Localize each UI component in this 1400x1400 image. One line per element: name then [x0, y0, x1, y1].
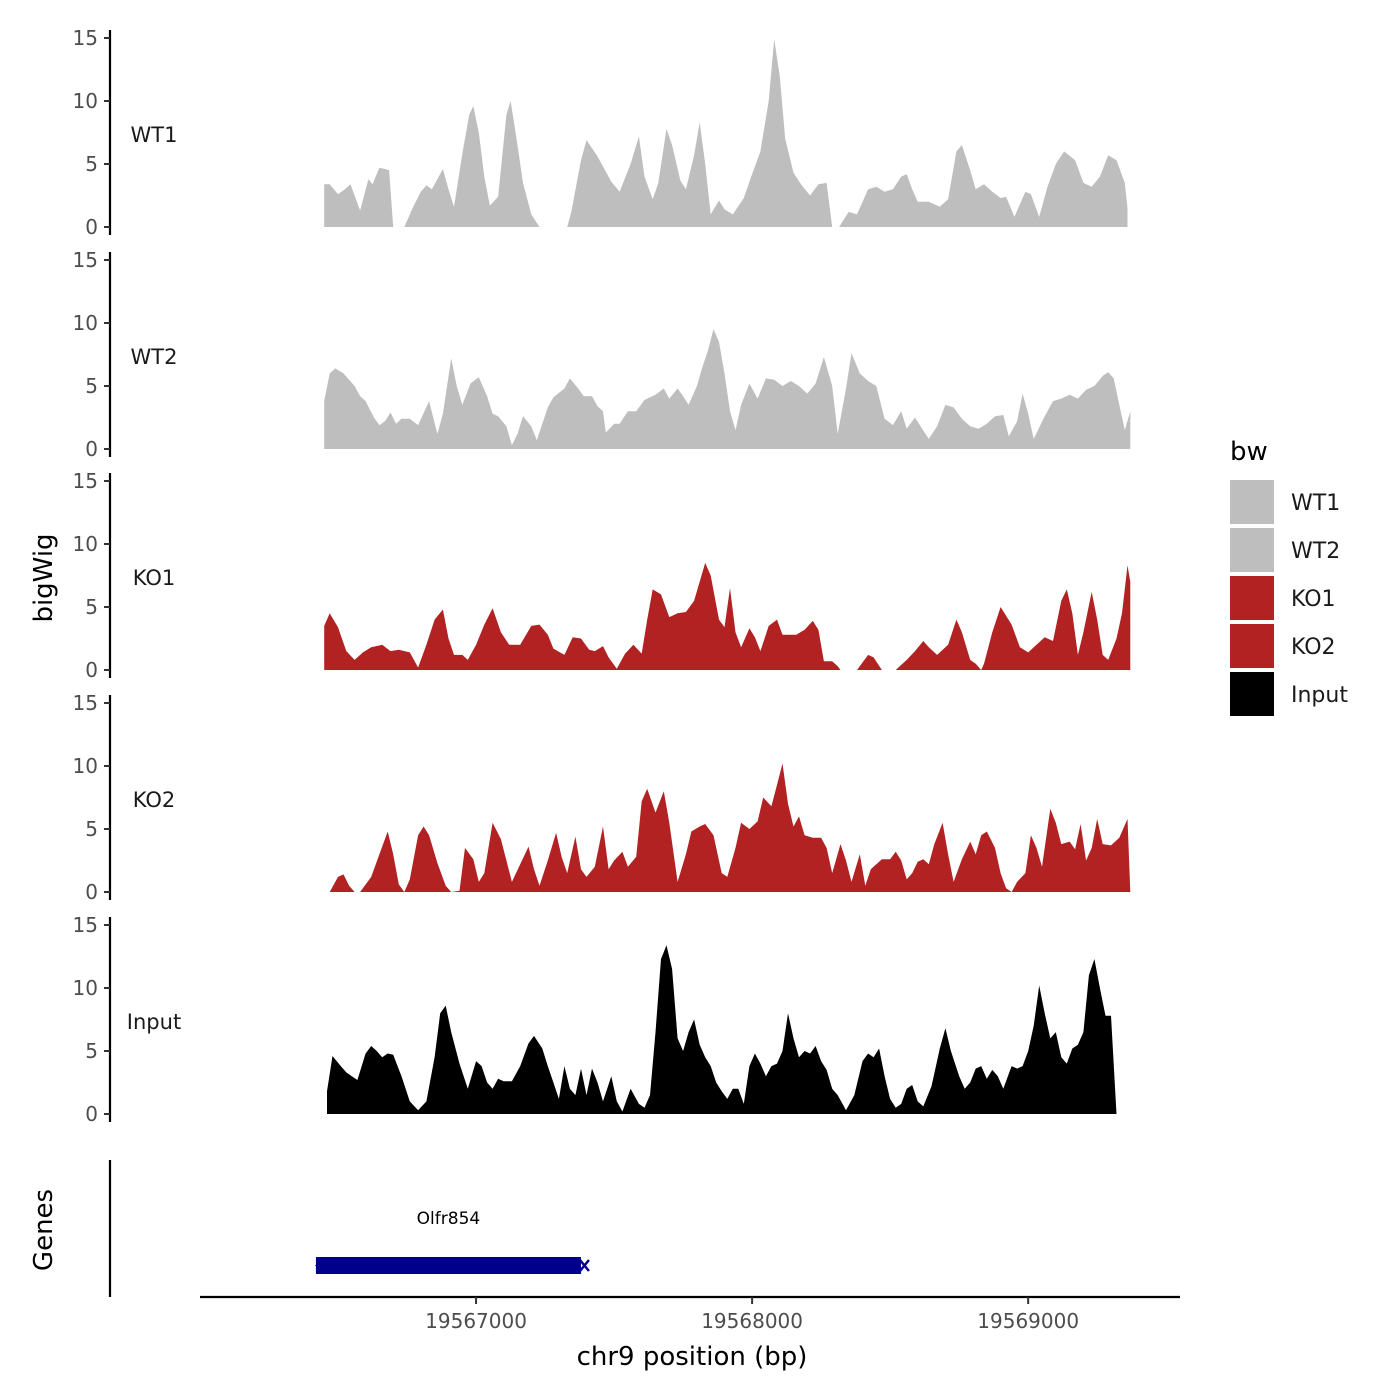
y-tick-label: 15 [73, 26, 98, 50]
track-label-wt1: WT1 [131, 123, 178, 147]
y-tick-label: 5 [85, 1039, 98, 1063]
y-tick-label: 15 [73, 691, 98, 715]
signal-area-input [327, 945, 1128, 1114]
track-wt1: 0 5 10 15 WT1 [73, 26, 1128, 239]
tracks-layer: 0 5 10 15 WT1 0 5 10 15 WT2 0 5 10 15 KO1 0 5 10 15 KO2 0 5 10… [73, 26, 1131, 1126]
legend-item-ko2: KO2 [1230, 624, 1336, 668]
y-tick-label: 5 [85, 595, 98, 619]
signal-area-ko2 [329, 763, 1131, 892]
y-tick-label: 0 [85, 658, 98, 682]
strand-arrow [315, 1260, 323, 1271]
legend-swatch [1230, 624, 1274, 668]
y-tick-label: 0 [85, 437, 98, 461]
x-tick-label: 19569000 [977, 1309, 1079, 1333]
legend-swatch [1230, 576, 1274, 620]
y-tick-label: 0 [85, 880, 98, 904]
y-tick-label: 5 [85, 152, 98, 176]
y-tick-label: 15 [73, 469, 98, 493]
legend-swatch [1230, 528, 1274, 572]
legend-swatch [1230, 480, 1274, 524]
y-tick-label: 0 [85, 1102, 98, 1126]
y-tick-label: 5 [85, 374, 98, 398]
legend-item-wt1: WT1 [1230, 480, 1340, 524]
gene-panel: Olfr854 [108, 1160, 590, 1297]
y-tick-label: 15 [73, 248, 98, 272]
legend-label: KO2 [1291, 635, 1336, 660]
track-label-ko2: KO2 [133, 788, 176, 812]
y-tick-label: 10 [73, 976, 98, 1000]
track-ko1: 0 5 10 15 KO1 [73, 469, 1131, 682]
track-label-input: Input [127, 1010, 181, 1034]
legend-title: bw [1230, 437, 1268, 467]
track-wt2: 0 5 10 15 WT2 [73, 248, 1131, 461]
legend-label: KO1 [1291, 587, 1336, 612]
y-tick-label: 10 [73, 311, 98, 335]
signal-area-ko1 [324, 562, 1131, 670]
legend-item-ko1: KO1 [1230, 576, 1336, 620]
legend-label: WT2 [1291, 539, 1340, 564]
track-label-wt2: WT2 [131, 345, 178, 369]
track-ko2: 0 5 10 15 KO2 [73, 691, 1131, 904]
y-tick-label: 10 [73, 754, 98, 778]
gene-label: Olfr854 [417, 1209, 481, 1229]
y-tick-label: 5 [85, 817, 98, 841]
track-input: 0 5 10 15 Input [73, 913, 1128, 1126]
legend-label: WT1 [1291, 491, 1340, 516]
strand-arrow [578, 1259, 590, 1272]
legend-label: Input [1291, 683, 1348, 708]
legend-item-wt2: WT2 [1230, 528, 1340, 572]
x-axis-title: chr9 position (bp) [577, 1342, 808, 1372]
signal-area-wt2 [324, 329, 1131, 449]
y-tick-label: 10 [73, 532, 98, 556]
track-label-ko1: KO1 [133, 566, 176, 590]
y-axis-title: bigWig [29, 533, 59, 622]
y-tick-label: 15 [73, 913, 98, 937]
y-tick-label: 0 [85, 215, 98, 239]
gene-olfr854: Olfr854 [315, 1209, 590, 1274]
y-tick-label: 10 [73, 89, 98, 113]
x-tick-label: 19567000 [425, 1309, 527, 1333]
legend: bw WT1 WT2 KO1 KO2 Input [1230, 437, 1348, 716]
gene-body [315, 1257, 581, 1274]
x-tick-label: 19568000 [701, 1309, 803, 1333]
legend-swatch [1230, 672, 1274, 716]
signal-area-wt1 [324, 39, 1128, 227]
x-axis: 19567000 19568000 19569000 [200, 1295, 1180, 1333]
legend-item-input: Input [1230, 672, 1348, 716]
gene-panel-title: Genes [29, 1189, 59, 1271]
